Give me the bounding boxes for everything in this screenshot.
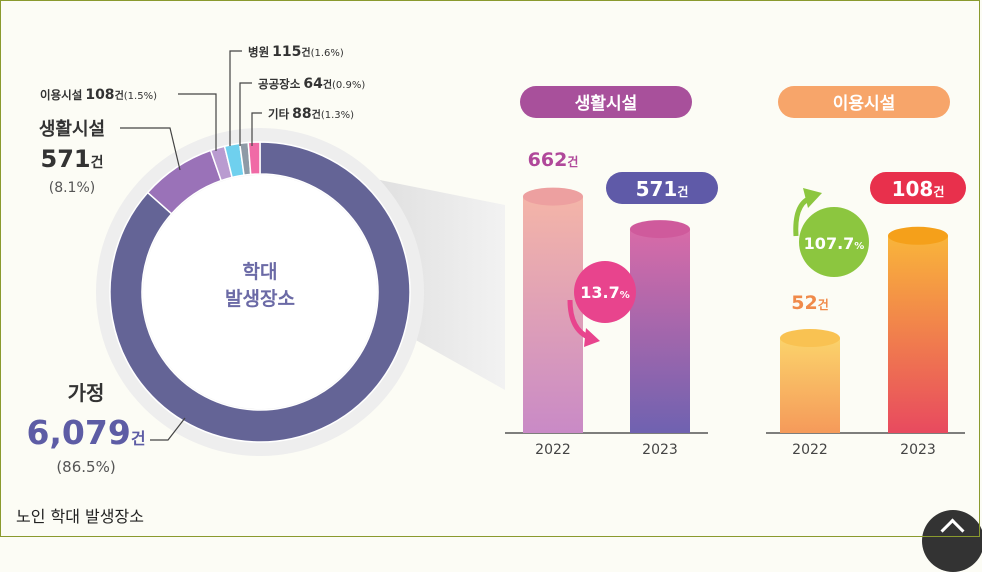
panel-facility-category-2022: 2022 xyxy=(792,442,828,458)
label-living-value: 571건 xyxy=(41,145,104,173)
panel-living-bar-cap-2023 xyxy=(630,220,690,239)
panel-facility-category-2023: 2023 xyxy=(900,442,936,458)
leader-line-living xyxy=(120,127,181,171)
panel-facility-title-bg xyxy=(778,86,950,118)
leader-line-hospital xyxy=(229,50,242,146)
label-hospital: 병원 115건(1.6%) xyxy=(248,44,344,60)
label-home-name: 가정 xyxy=(68,381,105,405)
caption: 노인 학대 발생장소 xyxy=(16,507,144,526)
scroll-to-top-button[interactable] xyxy=(922,510,982,572)
panel-living-change-circle xyxy=(574,261,636,323)
donut-hole xyxy=(143,175,377,409)
panel-living-down-arrowhead-icon xyxy=(584,328,600,347)
leader-line-public xyxy=(239,82,252,146)
label-other: 기타 88건(1.3%) xyxy=(268,106,354,122)
panel-living-bars xyxy=(523,187,690,433)
panel-facility-change: 107.7% xyxy=(804,234,865,253)
leader-lines xyxy=(120,50,262,441)
leader-line-facility xyxy=(178,93,217,151)
label-home-number: 6,079 xyxy=(26,413,130,452)
panel-facility-bars xyxy=(780,226,948,433)
panel-facility-bar-2023 xyxy=(888,235,948,433)
panel-facility-up-arrowhead-icon xyxy=(803,188,822,208)
panel-facility-bar-cap-2022 xyxy=(780,329,840,348)
label-home-percent: (86.5%) xyxy=(56,458,115,476)
panel-living-category-2023: 2023 xyxy=(642,442,678,458)
leader-line-home xyxy=(150,417,186,441)
panel-facility-title: 이용시설 xyxy=(833,94,896,114)
panel-living-change: 13.7% xyxy=(580,283,630,302)
panel-living-category-2022: 2022 xyxy=(535,442,571,458)
panel-facility-bar-cap-2023 xyxy=(888,226,948,245)
donut-chart xyxy=(96,128,424,456)
label-home-value: 6,079건 xyxy=(26,413,145,452)
panel-living-2022-value: 662건 xyxy=(528,149,579,171)
panel-facility-change-circle xyxy=(799,207,869,277)
panel-living-2023-badge xyxy=(606,172,718,204)
donut-slice-6 xyxy=(247,141,261,176)
label-living-name: 생활시설 xyxy=(39,119,105,140)
infographic: 학대 발생장소 가정 6,079건 (86.5%) 생활시설 571건 (8.1… xyxy=(26,44,966,476)
panel-living-bar-2023 xyxy=(630,229,690,433)
leader-line-other xyxy=(251,112,262,146)
panel-living-title-bg xyxy=(520,86,692,118)
panel-facility-2023-value: 108건 xyxy=(892,177,945,201)
panel-facility-bar-2022 xyxy=(780,338,840,433)
label-living-percent: (8.1%) xyxy=(49,180,96,196)
panel-living-bar-cap-2022 xyxy=(523,187,583,206)
label-facility: 이용시설 108건(1.5%) xyxy=(40,87,157,103)
panel-living-title: 생활시설 xyxy=(575,93,638,114)
panel-living-2023-value: 571건 xyxy=(636,177,689,201)
donut-center-label-line2: 발생장소 xyxy=(225,288,295,310)
donut-center-label-line1: 학대 xyxy=(243,261,278,283)
panel-facility-2022-value: 52건 xyxy=(791,292,829,314)
label-home-unit: 건 xyxy=(131,429,146,448)
donut-slice-1 xyxy=(109,141,411,443)
label-public: 공공장소 64건(0.9%) xyxy=(258,76,365,92)
panel-facility-2023-badge xyxy=(870,172,966,204)
